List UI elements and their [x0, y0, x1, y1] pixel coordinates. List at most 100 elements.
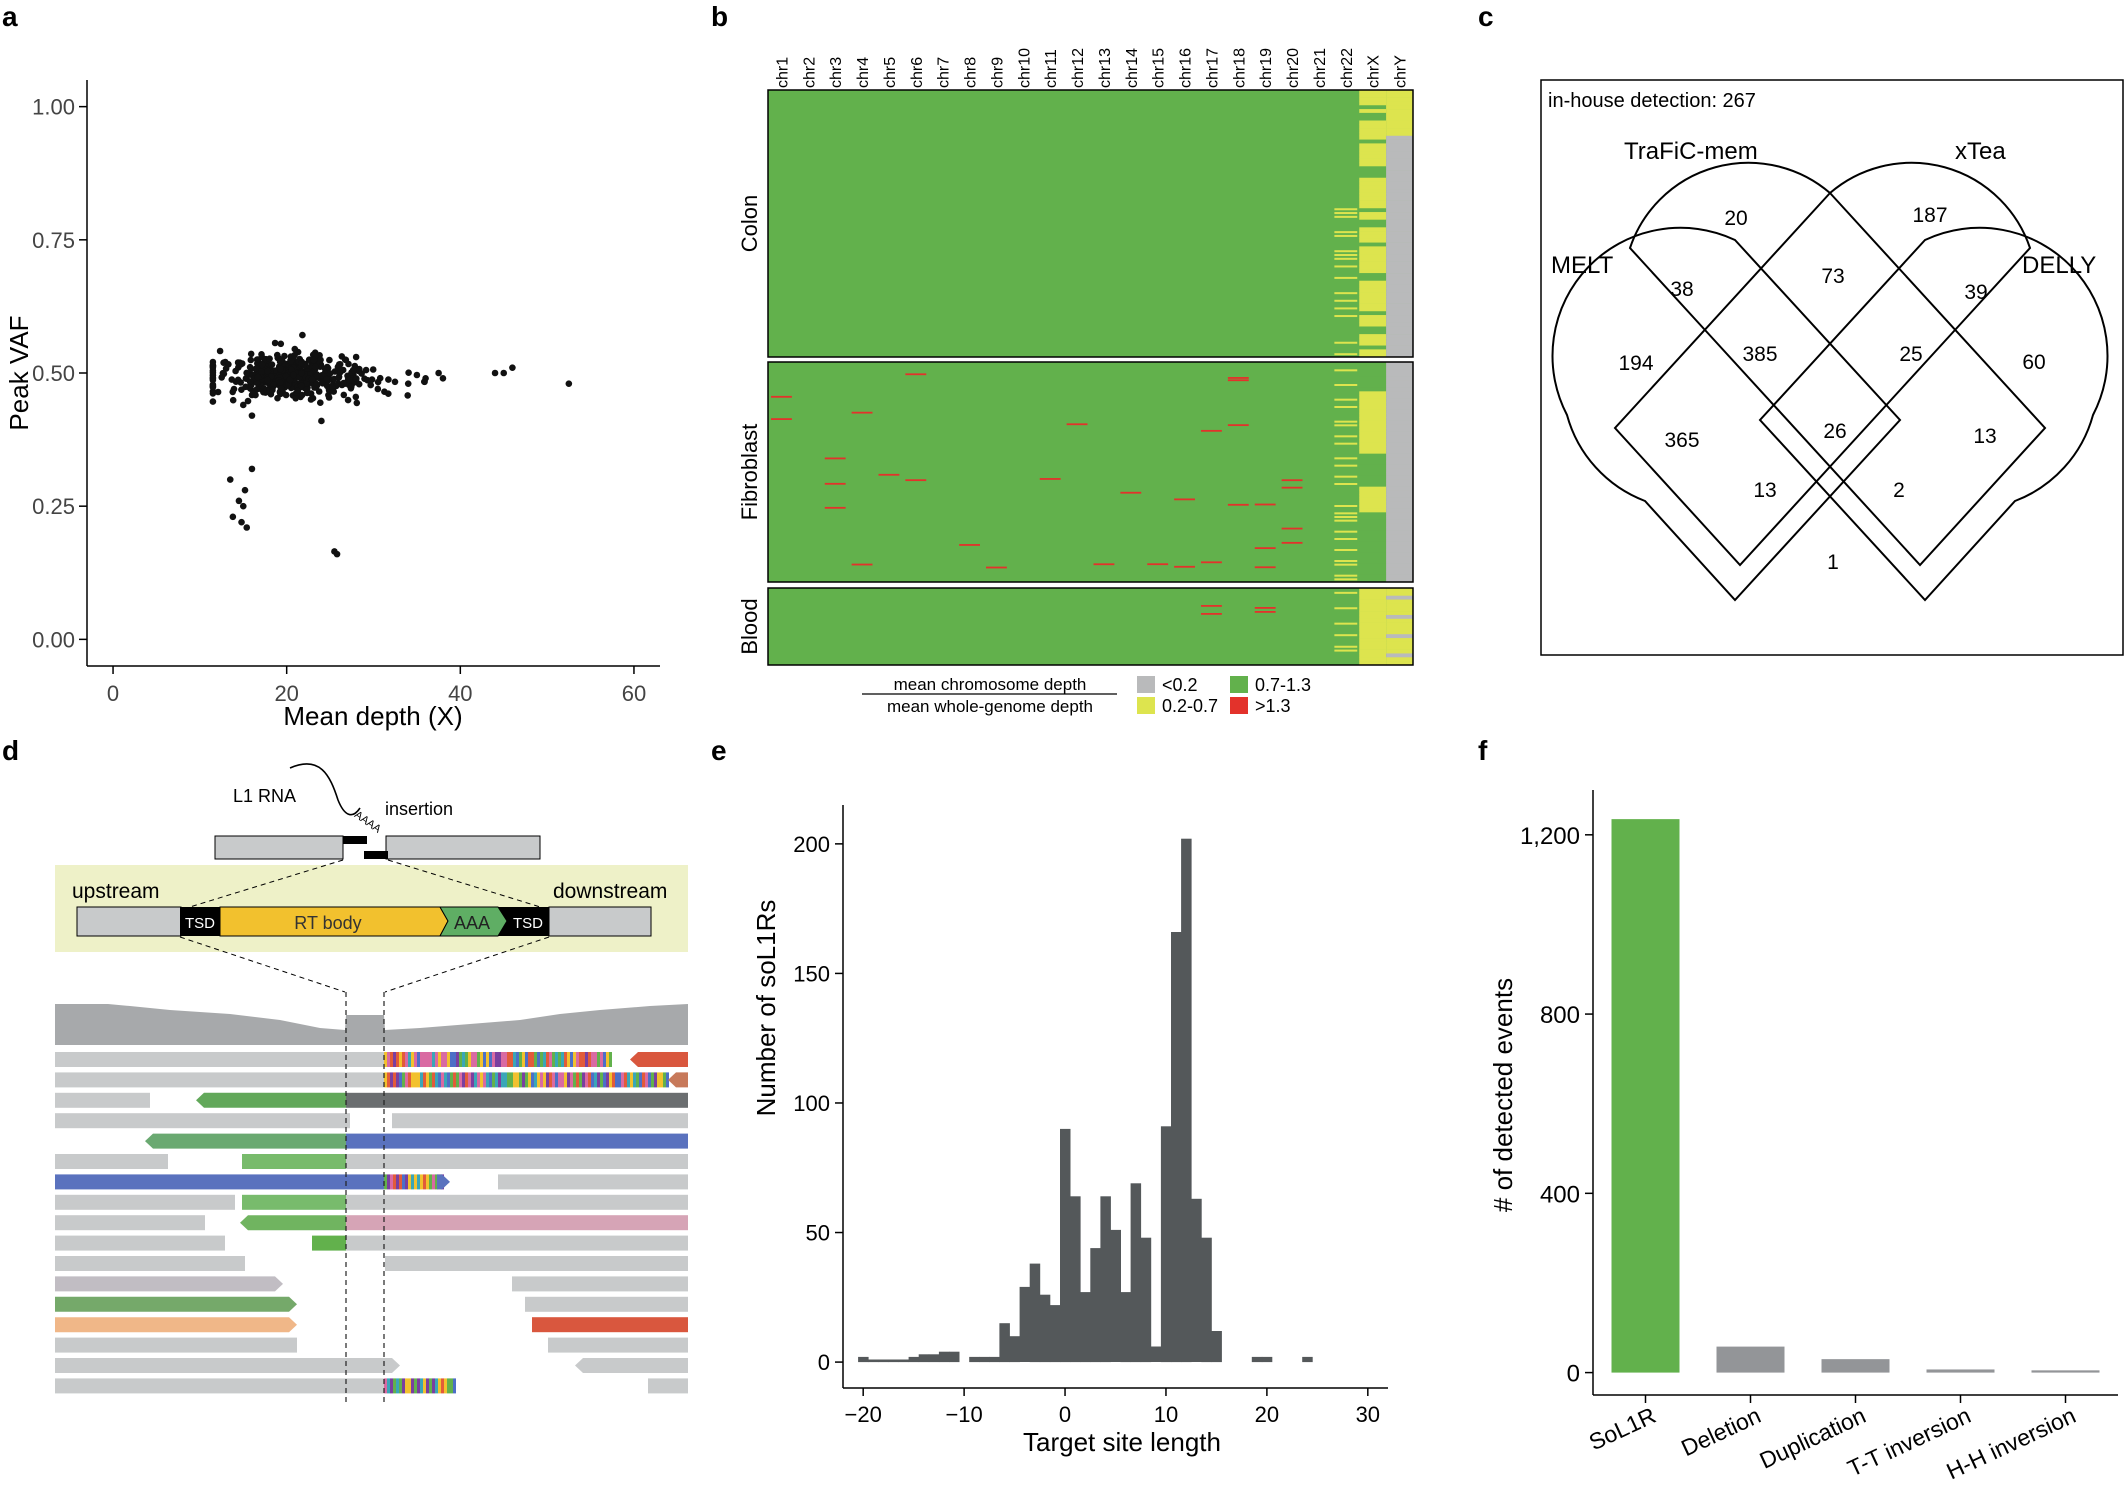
legend-swatch — [1230, 676, 1248, 693]
heatmap-cell — [1386, 246, 1413, 251]
heatmap-cell — [1359, 261, 1387, 266]
mismatch-base — [558, 1072, 561, 1088]
mismatch-base — [480, 1072, 483, 1088]
mismatch-base — [567, 1052, 570, 1067]
heatmap-cell — [1359, 552, 1387, 557]
bar-h-h-inversion — [2031, 1370, 2100, 1373]
mismatch-base — [423, 1072, 426, 1088]
heatmap-block-blood — [767, 587, 1414, 666]
heatmap-cell — [1386, 238, 1413, 243]
heatmap-cell — [1359, 238, 1387, 243]
read-alignment — [55, 1235, 225, 1251]
heatmap-cell — [878, 473, 900, 476]
heatmap-cell — [1386, 254, 1413, 259]
scatter-point — [258, 361, 266, 369]
scatter-point — [232, 367, 239, 375]
heatmap-cell — [1386, 120, 1413, 125]
heatmap-cell — [1359, 177, 1387, 182]
scatter-point — [345, 360, 352, 368]
heatmap-cell — [1334, 645, 1358, 648]
scatter-point — [348, 383, 355, 390]
scatter-point — [209, 383, 217, 390]
softclip-mismatch-block — [384, 1072, 669, 1088]
mismatch-base — [492, 1052, 495, 1067]
f-bars — [1611, 819, 2100, 1373]
scatter-point — [298, 360, 305, 367]
scatter-point — [239, 502, 247, 510]
heatmap-cell — [1334, 315, 1358, 318]
b-heatmap-cells — [767, 89, 1414, 666]
mismatch-base — [447, 1052, 450, 1067]
scatter-point — [282, 391, 290, 399]
heatmap-block-bg — [768, 90, 1413, 357]
heatmap-cell — [1359, 541, 1387, 546]
heatmap-cell — [1359, 661, 1387, 666]
f-y-label: # of detected events — [1488, 978, 1518, 1212]
heatmap-cell — [1386, 227, 1413, 232]
b-legend: mean chromosome depth mean whole-genome … — [862, 675, 1311, 716]
heatmap-column-label: chr21 — [1312, 48, 1329, 88]
histogram-bar — [908, 1356, 920, 1363]
mismatch-base — [489, 1072, 492, 1088]
legend-label: >1.3 — [1255, 696, 1291, 716]
heatmap-cell — [1359, 446, 1387, 451]
mismatch-base — [636, 1072, 639, 1088]
heatmap-cell — [1359, 362, 1387, 366]
scatter-point — [244, 397, 252, 405]
scatter-point — [249, 390, 257, 397]
mismatch-base — [543, 1052, 546, 1067]
mismatch-base — [426, 1052, 429, 1067]
scatter-point — [391, 378, 399, 386]
scatter-point — [317, 399, 324, 407]
mismatch-base — [465, 1052, 468, 1067]
heatmap-block-frame — [767, 361, 1414, 583]
heatmap-cell — [1334, 341, 1358, 344]
mismatch-base — [459, 1052, 462, 1067]
heatmap-cell — [1386, 603, 1413, 608]
heatmap-cell — [1386, 345, 1413, 350]
mismatch-base — [567, 1072, 570, 1088]
mismatch-base — [387, 1378, 390, 1394]
scatter-point — [326, 356, 333, 364]
scatter-point — [209, 390, 217, 397]
heatmap-cell — [1359, 417, 1387, 421]
e-x-tick-label: 20 — [1255, 1402, 1279, 1427]
mismatch-base — [387, 1174, 390, 1190]
scatter-point — [335, 374, 343, 382]
scatter-point — [271, 339, 279, 347]
mismatch-base — [429, 1378, 432, 1394]
scatter-point — [216, 347, 224, 355]
mismatch-base — [417, 1072, 420, 1088]
heatmap-cell — [1359, 595, 1387, 600]
mismatch-base — [477, 1072, 480, 1088]
heatmap-cell — [1386, 143, 1413, 148]
venn-region-values: 20 187 73 38 39 194 385 25 60 365 26 13 … — [1618, 204, 2045, 574]
e-y-label: Number of soL1Rs — [751, 900, 781, 1117]
heatmap-cell — [1359, 273, 1387, 278]
heatmap-cell — [1386, 641, 1413, 647]
heatmap-cell — [1386, 234, 1413, 240]
read-alignment — [548, 1337, 688, 1353]
heatmap-cell — [1386, 105, 1413, 110]
heatmap-cell — [1334, 591, 1358, 594]
bar-sol1r — [1611, 819, 1680, 1373]
mismatch-base — [474, 1052, 477, 1067]
heatmap-column-label: chr6 — [909, 57, 926, 88]
mismatch-base — [531, 1072, 534, 1088]
histogram-bar — [949, 1351, 960, 1363]
scatter-point — [333, 550, 341, 558]
softclip-mismatch-block — [384, 1378, 456, 1394]
histogram-bar — [1261, 1356, 1273, 1363]
heatmap-cell — [1386, 578, 1413, 583]
read-alignment — [55, 1174, 384, 1190]
mismatch-base — [399, 1378, 402, 1394]
heatmap-cell — [1359, 508, 1387, 513]
read-alignment — [55, 1317, 297, 1333]
polya-label: AAAA — [352, 809, 383, 836]
heatmap-column-label: chr19 — [1258, 48, 1275, 88]
heatmap-cell — [1359, 516, 1387, 520]
scatter-point — [247, 365, 255, 373]
mismatch-base — [420, 1174, 423, 1190]
histogram-bar — [1070, 1196, 1081, 1363]
